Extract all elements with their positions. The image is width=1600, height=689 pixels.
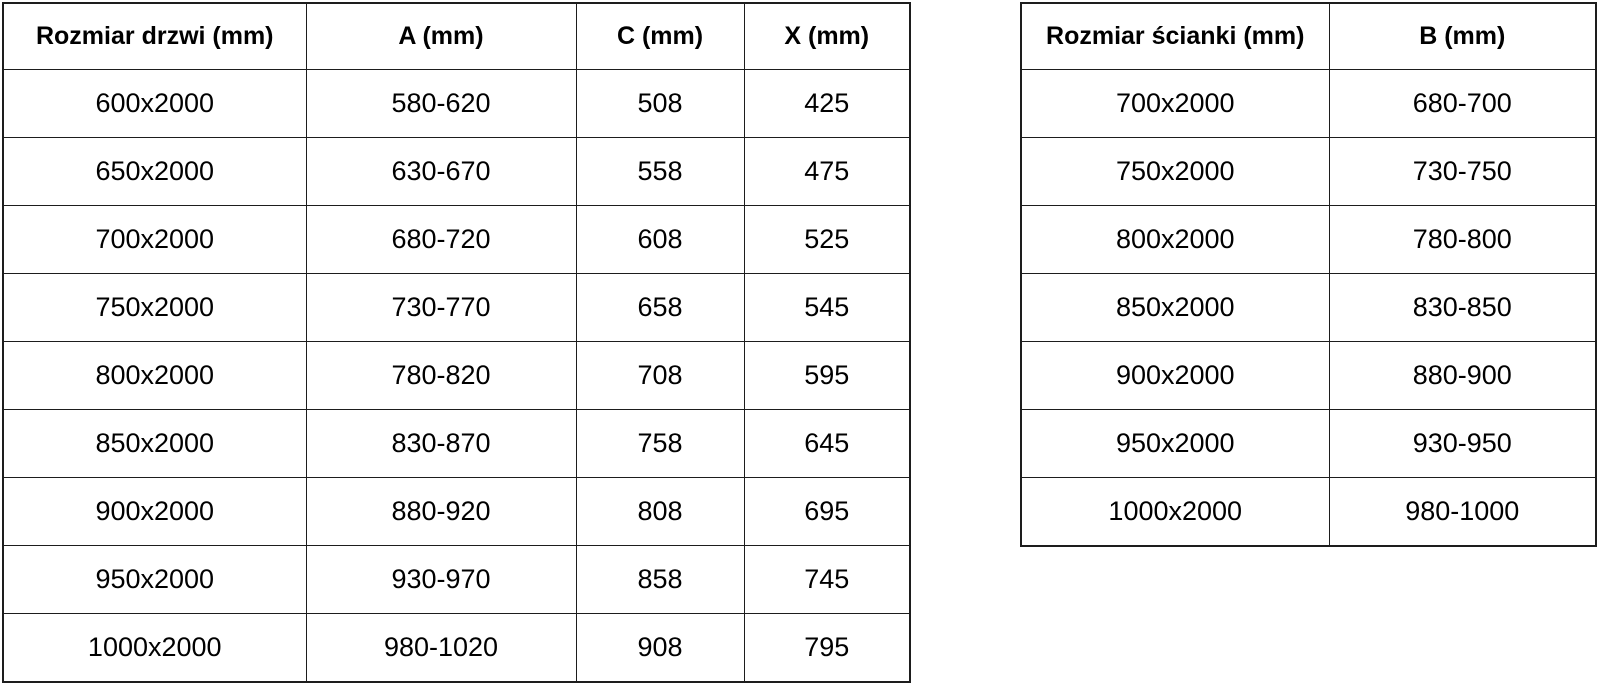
column-header: Rozmiar drzwi (mm) xyxy=(2,2,307,70)
table-cell: 850x2000 xyxy=(1020,273,1330,342)
table-cell: 508 xyxy=(575,69,745,138)
table-row: 650x2000 630-670 558 475 xyxy=(2,137,911,206)
table-cell: 600x2000 xyxy=(2,69,307,138)
table-row: 1000x2000 980-1000 xyxy=(1020,477,1597,547)
table-cell: 858 xyxy=(575,545,745,614)
table-row: 950x2000 930-970 858 745 xyxy=(2,545,911,614)
wall-sizes-table-body: 700x2000 680-700 750x2000 730-750 800x2000 78… xyxy=(1020,69,1597,547)
table-cell: 880-900 xyxy=(1328,341,1597,410)
door-sizes-table-head: Rozmiar drzwi (mm) A (mm) C (mm) X (mm) xyxy=(2,2,911,70)
table-cell: 758 xyxy=(575,409,745,478)
table-cell: 525 xyxy=(743,205,911,274)
table-row: 900x2000 880-920 808 695 xyxy=(2,477,911,546)
table-cell: 930-950 xyxy=(1328,409,1597,478)
table-row: 950x2000 930-950 xyxy=(1020,409,1597,478)
table-cell: 700x2000 xyxy=(1020,69,1330,138)
table-cell: 800x2000 xyxy=(1020,205,1330,274)
table-cell: 580-620 xyxy=(305,69,577,138)
table-cell: 750x2000 xyxy=(2,273,307,342)
column-header: Rozmiar ścianki (mm) xyxy=(1020,2,1330,70)
table-cell: 950x2000 xyxy=(2,545,307,614)
table-cell: 730-770 xyxy=(305,273,577,342)
table-row: 850x2000 830-870 758 645 xyxy=(2,409,911,478)
table-cell: 558 xyxy=(575,137,745,206)
table-cell: 608 xyxy=(575,205,745,274)
table-cell: 645 xyxy=(743,409,911,478)
table-cell: 980-1000 xyxy=(1328,477,1597,547)
header-row: Rozmiar drzwi (mm) A (mm) C (mm) X (mm) xyxy=(2,2,911,70)
table-cell: 980-1020 xyxy=(305,613,577,683)
table-row: 700x2000 680-700 xyxy=(1020,69,1597,138)
table-cell: 700x2000 xyxy=(2,205,307,274)
table-cell: 475 xyxy=(743,137,911,206)
table-cell: 745 xyxy=(743,545,911,614)
table-row: 750x2000 730-770 658 545 xyxy=(2,273,911,342)
table-cell: 730-750 xyxy=(1328,137,1597,206)
table-cell: 650x2000 xyxy=(2,137,307,206)
column-header: B (mm) xyxy=(1328,2,1597,70)
table-cell: 830-850 xyxy=(1328,273,1597,342)
table-cell: 545 xyxy=(743,273,911,342)
table-row: 850x2000 830-850 xyxy=(1020,273,1597,342)
table-cell: 1000x2000 xyxy=(1020,477,1330,547)
table-cell: 830-870 xyxy=(305,409,577,478)
table-cell: 1000x2000 xyxy=(2,613,307,683)
table-cell: 950x2000 xyxy=(1020,409,1330,478)
table-row: 600x2000 580-620 508 425 xyxy=(2,69,911,138)
table-cell: 680-700 xyxy=(1328,69,1597,138)
column-header: A (mm) xyxy=(305,2,577,70)
table-cell: 800x2000 xyxy=(2,341,307,410)
table-cell: 425 xyxy=(743,69,911,138)
wall-sizes-table-head: Rozmiar ścianki (mm) B (mm) xyxy=(1020,2,1597,70)
wall-sizes-table: Rozmiar ścianki (mm) B (mm) 700x2000 680-7… xyxy=(1020,2,1597,547)
table-cell: 708 xyxy=(575,341,745,410)
table-cell: 880-920 xyxy=(305,477,577,546)
table-cell: 595 xyxy=(743,341,911,410)
table-cell: 900x2000 xyxy=(2,477,307,546)
column-header: C (mm) xyxy=(575,2,745,70)
table-cell: 630-670 xyxy=(305,137,577,206)
table-cell: 780-820 xyxy=(305,341,577,410)
table-cell: 795 xyxy=(743,613,911,683)
table-row: 900x2000 880-900 xyxy=(1020,341,1597,410)
table-row: 800x2000 780-820 708 595 xyxy=(2,341,911,410)
table-cell: 658 xyxy=(575,273,745,342)
table-row: 750x2000 730-750 xyxy=(1020,137,1597,206)
table-cell: 850x2000 xyxy=(2,409,307,478)
header-row: Rozmiar ścianki (mm) B (mm) xyxy=(1020,2,1597,70)
table-cell: 908 xyxy=(575,613,745,683)
table-cell: 750x2000 xyxy=(1020,137,1330,206)
door-sizes-table: Rozmiar drzwi (mm) A (mm) C (mm) X (mm) 600… xyxy=(2,2,911,683)
table-cell: 695 xyxy=(743,477,911,546)
table-cell: 780-800 xyxy=(1328,205,1597,274)
column-header: X (mm) xyxy=(743,2,911,70)
table-cell: 808 xyxy=(575,477,745,546)
door-sizes-table-body: 600x2000 580-620 508 425 650x2000 630-670 558 4… xyxy=(2,69,911,683)
table-row: 800x2000 780-800 xyxy=(1020,205,1597,274)
table-cell: 930-970 xyxy=(305,545,577,614)
table-row: 700x2000 680-720 608 525 xyxy=(2,205,911,274)
table-cell: 900x2000 xyxy=(1020,341,1330,410)
table-cell: 680-720 xyxy=(305,205,577,274)
table-row: 1000x2000 980-1020 908 795 xyxy=(2,613,911,683)
